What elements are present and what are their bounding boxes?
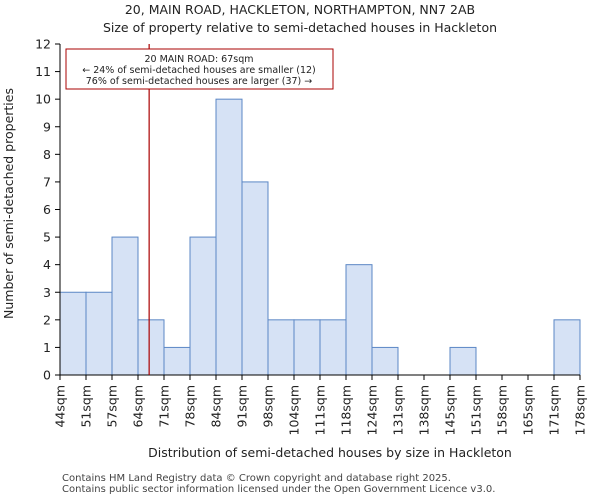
y-tick-label: 8 [43, 147, 51, 162]
y-tick-label: 12 [35, 37, 51, 52]
x-tick-label: 171sqm [547, 385, 562, 435]
x-axis-label: Distribution of semi-detached houses by … [148, 445, 512, 460]
histogram-bar [319, 319, 347, 376]
y-tick-label: 3 [43, 285, 51, 300]
x-tick-label: 71sqm [157, 385, 172, 428]
x-tick-label: 124sqm [365, 385, 380, 435]
y-tick-label: 5 [43, 230, 51, 245]
y-tick-label: 10 [35, 92, 51, 107]
histogram-bar [111, 236, 139, 376]
annotation-box [65, 48, 334, 90]
x-tick-label: 158sqm [495, 385, 510, 435]
y-tick-label: 7 [43, 174, 51, 189]
histogram-bar [59, 291, 87, 376]
histogram-bar [163, 346, 191, 376]
annotation-line: 76% of semi-detached houses are larger (… [86, 76, 313, 87]
x-tick-label: 138sqm [417, 385, 432, 435]
annotation-line: ← 24% of semi-detached houses are smalle… [82, 65, 316, 76]
x-tick-label: 178sqm [573, 385, 588, 435]
histogram-bar [215, 98, 243, 376]
histogram-bar [85, 291, 113, 376]
histogram-bar [371, 346, 399, 376]
x-tick-label: 118sqm [339, 385, 354, 435]
y-tick-label: 1 [43, 340, 51, 355]
histogram-bar [293, 319, 321, 376]
x-tick-label: 64sqm [131, 385, 146, 428]
annotation-line: 20 MAIN ROAD: 67sqm [145, 54, 254, 65]
footer-copyright: Contains HM Land Registry data © Crown c… [62, 473, 451, 484]
y-tick-label: 4 [43, 257, 51, 272]
x-tick-label: 44sqm [53, 385, 68, 428]
y-tick-label: 9 [43, 119, 51, 134]
x-tick-label: 111sqm [313, 385, 328, 435]
histogram-bar [137, 319, 165, 376]
footer-licence: Contains public sector information licen… [62, 484, 496, 495]
x-tick-label: 91sqm [235, 385, 250, 428]
x-tick-label: 145sqm [443, 385, 458, 435]
x-tick-label: 165sqm [521, 385, 536, 435]
x-tick-label: 131sqm [391, 385, 406, 435]
x-tick-label: 57sqm [105, 385, 120, 428]
y-axis-label: Number of semi-detached properties [1, 88, 16, 319]
x-tick-label: 51sqm [79, 385, 94, 428]
chart-subtitle: Size of property relative to semi-detach… [102, 20, 498, 35]
histogram-bar [241, 181, 269, 376]
x-tick-label: 84sqm [209, 385, 224, 428]
histogram-bar [345, 264, 373, 376]
x-tick-label: 104sqm [287, 385, 302, 435]
histogram-bar [267, 319, 295, 376]
y-tick-label: 2 [43, 312, 51, 327]
x-tick-label: 98sqm [261, 385, 276, 428]
y-tick-label: 6 [43, 202, 51, 217]
histogram-bar [553, 319, 581, 376]
histogram-bar [449, 346, 477, 376]
x-tick-label: 78sqm [183, 385, 198, 428]
chart-title: 20, MAIN ROAD, HACKLETON, NORTHAMPTON, N… [124, 2, 476, 17]
y-tick-label: 11 [35, 64, 51, 79]
y-tick-label: 0 [43, 368, 51, 383]
x-tick-label: 151sqm [469, 385, 484, 435]
histogram-bar [189, 236, 217, 376]
